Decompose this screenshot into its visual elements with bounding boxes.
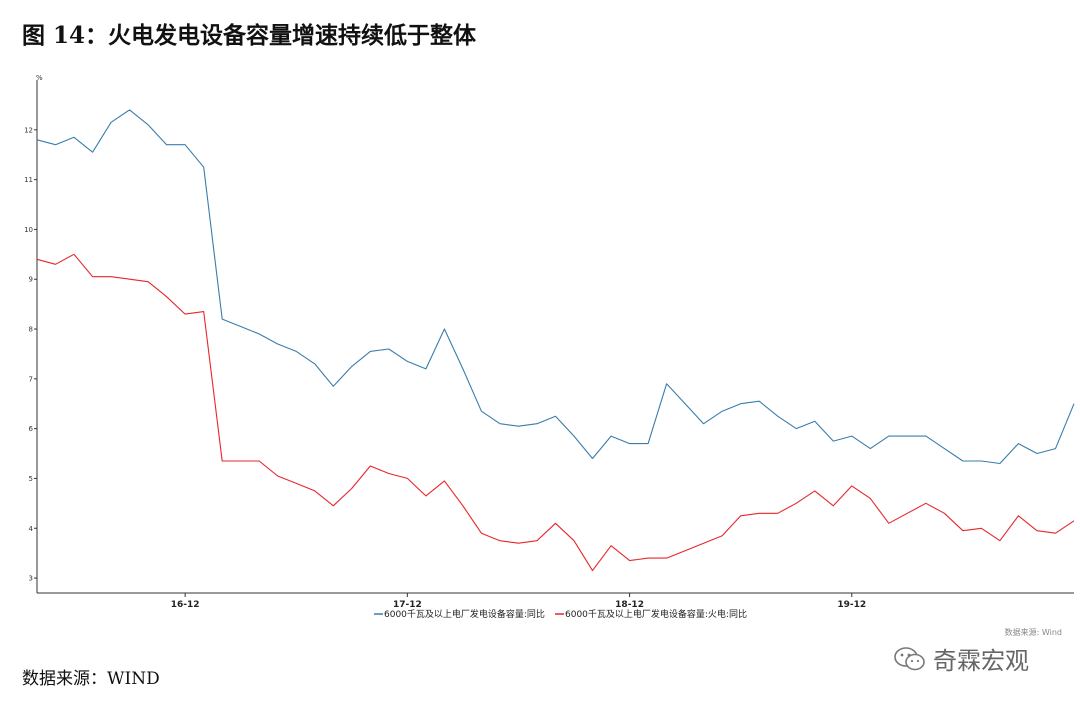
y-tick-label: 6 (29, 425, 34, 433)
y-axis-ticks: 3 4 5 6 7 8 9 10 11 12 (24, 126, 37, 583)
wind-source-credit: 数据来源: Wind (1004, 628, 1062, 637)
series-line-1 (36, 109, 1075, 465)
chart-legend: 6000千瓦及以上电厂发电设备容量:同比 6000千瓦及以上电厂发电设备容量:火电… (374, 608, 747, 620)
y-tick-label: 10 (24, 226, 33, 234)
y-tick-label: 7 (29, 375, 33, 383)
data-source: 数据来源：WIND (22, 669, 160, 689)
legend-label-2: 6000千瓦及以上电厂发电设备容量:火电:同比 (565, 608, 747, 620)
legend-label-1: 6000千瓦及以上电厂发电设备容量:同比 (384, 608, 545, 620)
series-lines (36, 109, 1075, 572)
series-line-2 (36, 253, 1075, 572)
y-tick-label: 3 (29, 575, 33, 583)
wechat-watermark: 奇霖宏观 (893, 641, 1029, 676)
x-axis-ticks: 16-12 17-12 18-12 19-12 (171, 593, 866, 610)
y-axis-unit: % (36, 74, 43, 82)
x-tick-label: 16-12 (171, 600, 200, 610)
x-tick-label: 19-12 (837, 600, 866, 610)
y-tick-label: 12 (24, 126, 33, 134)
y-tick-label: 9 (29, 276, 33, 284)
wechat-icon (894, 646, 925, 670)
chart-axes: % (36, 74, 1074, 594)
y-tick-label: 11 (24, 176, 33, 184)
y-tick-label: 5 (29, 475, 33, 483)
watermark-text: 奇霖宏观 (933, 647, 1029, 675)
y-tick-label: 8 (29, 326, 33, 334)
chart-title: 图 14：火电发电设备容量增速持续低于整体 (22, 22, 477, 49)
x-tick-label: 17-12 (393, 600, 422, 610)
x-tick-label: 18-12 (615, 600, 644, 610)
y-tick-label: 4 (29, 525, 34, 533)
